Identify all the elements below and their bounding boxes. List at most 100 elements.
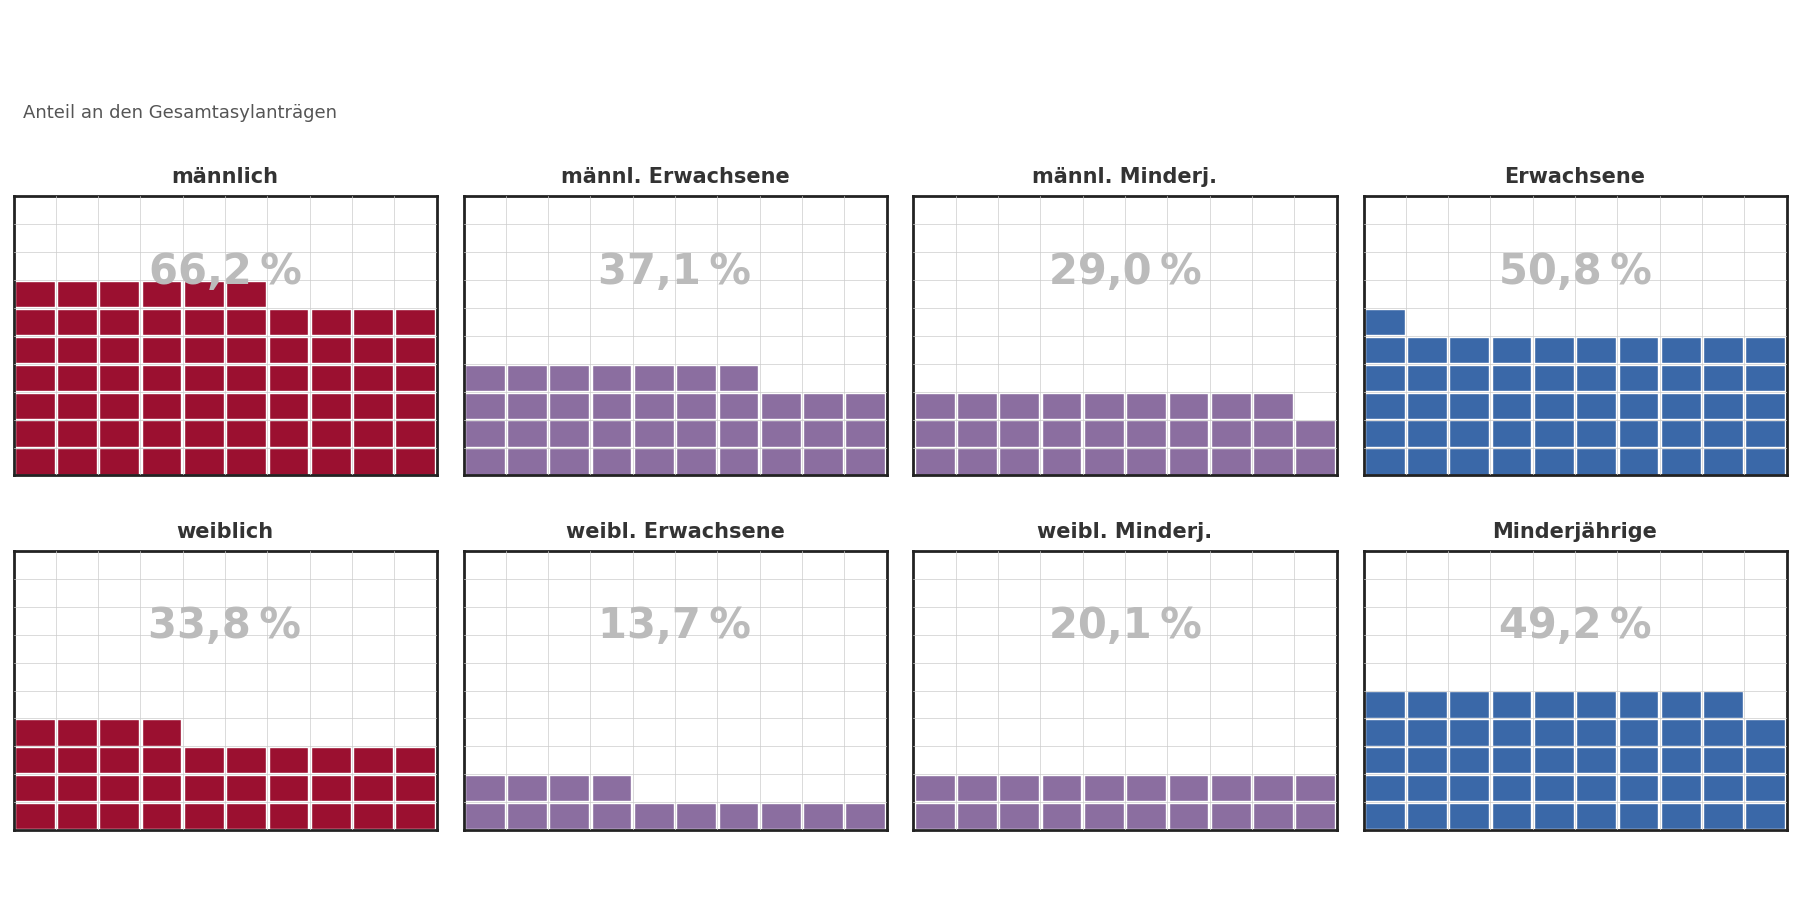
- FancyBboxPatch shape: [1492, 775, 1532, 801]
- FancyBboxPatch shape: [508, 775, 547, 801]
- FancyBboxPatch shape: [634, 775, 673, 801]
- FancyBboxPatch shape: [1661, 635, 1701, 662]
- FancyBboxPatch shape: [1084, 337, 1123, 363]
- FancyBboxPatch shape: [1661, 691, 1701, 717]
- FancyBboxPatch shape: [999, 364, 1039, 391]
- FancyBboxPatch shape: [1364, 392, 1404, 418]
- FancyBboxPatch shape: [803, 608, 842, 634]
- FancyBboxPatch shape: [1577, 420, 1616, 446]
- FancyBboxPatch shape: [914, 552, 954, 578]
- FancyBboxPatch shape: [184, 253, 223, 279]
- FancyBboxPatch shape: [508, 635, 547, 662]
- FancyBboxPatch shape: [1084, 253, 1123, 279]
- FancyBboxPatch shape: [1577, 281, 1616, 307]
- FancyBboxPatch shape: [396, 608, 436, 634]
- FancyBboxPatch shape: [1577, 337, 1616, 363]
- FancyBboxPatch shape: [677, 552, 716, 578]
- FancyBboxPatch shape: [803, 281, 842, 307]
- FancyBboxPatch shape: [1703, 448, 1742, 474]
- FancyBboxPatch shape: [958, 392, 997, 418]
- FancyBboxPatch shape: [1618, 337, 1658, 363]
- Text: 37,1 %: 37,1 %: [598, 251, 752, 292]
- FancyBboxPatch shape: [761, 253, 801, 279]
- FancyBboxPatch shape: [1168, 309, 1208, 335]
- FancyBboxPatch shape: [268, 663, 308, 689]
- FancyBboxPatch shape: [958, 253, 997, 279]
- FancyBboxPatch shape: [718, 747, 758, 773]
- FancyBboxPatch shape: [1534, 635, 1573, 662]
- Text: männl. Erwachsene: männl. Erwachsene: [560, 167, 790, 187]
- FancyBboxPatch shape: [761, 552, 801, 578]
- FancyBboxPatch shape: [311, 309, 351, 335]
- FancyBboxPatch shape: [549, 225, 589, 251]
- FancyBboxPatch shape: [464, 309, 504, 335]
- FancyBboxPatch shape: [1042, 281, 1082, 307]
- FancyBboxPatch shape: [1618, 281, 1658, 307]
- FancyBboxPatch shape: [1577, 197, 1616, 223]
- FancyBboxPatch shape: [1127, 309, 1166, 335]
- FancyBboxPatch shape: [396, 253, 436, 279]
- FancyBboxPatch shape: [396, 364, 436, 391]
- FancyBboxPatch shape: [803, 580, 842, 606]
- FancyBboxPatch shape: [464, 225, 504, 251]
- FancyBboxPatch shape: [718, 635, 758, 662]
- FancyBboxPatch shape: [227, 253, 266, 279]
- FancyBboxPatch shape: [1534, 803, 1573, 829]
- FancyBboxPatch shape: [99, 197, 139, 223]
- FancyBboxPatch shape: [1618, 775, 1658, 801]
- FancyBboxPatch shape: [1492, 309, 1532, 335]
- FancyBboxPatch shape: [227, 663, 266, 689]
- FancyBboxPatch shape: [1084, 225, 1123, 251]
- FancyBboxPatch shape: [311, 719, 351, 745]
- FancyBboxPatch shape: [311, 775, 351, 801]
- FancyBboxPatch shape: [761, 197, 801, 223]
- FancyBboxPatch shape: [1296, 747, 1336, 773]
- FancyBboxPatch shape: [677, 803, 716, 829]
- FancyBboxPatch shape: [1661, 281, 1701, 307]
- FancyBboxPatch shape: [99, 691, 139, 717]
- FancyBboxPatch shape: [14, 197, 54, 223]
- FancyBboxPatch shape: [1746, 364, 1786, 391]
- FancyBboxPatch shape: [634, 663, 673, 689]
- FancyBboxPatch shape: [464, 364, 504, 391]
- FancyBboxPatch shape: [1253, 552, 1292, 578]
- FancyBboxPatch shape: [353, 719, 392, 745]
- FancyBboxPatch shape: [142, 225, 182, 251]
- FancyBboxPatch shape: [1534, 552, 1573, 578]
- FancyBboxPatch shape: [718, 775, 758, 801]
- FancyBboxPatch shape: [1449, 803, 1489, 829]
- FancyBboxPatch shape: [1703, 253, 1742, 279]
- FancyBboxPatch shape: [268, 747, 308, 773]
- FancyBboxPatch shape: [311, 635, 351, 662]
- FancyBboxPatch shape: [1492, 197, 1532, 223]
- FancyBboxPatch shape: [1492, 663, 1532, 689]
- FancyBboxPatch shape: [1127, 392, 1166, 418]
- FancyBboxPatch shape: [803, 719, 842, 745]
- FancyBboxPatch shape: [1253, 225, 1292, 251]
- FancyBboxPatch shape: [1703, 420, 1742, 446]
- FancyBboxPatch shape: [1618, 747, 1658, 773]
- FancyBboxPatch shape: [1492, 253, 1532, 279]
- FancyBboxPatch shape: [634, 552, 673, 578]
- FancyBboxPatch shape: [1492, 281, 1532, 307]
- FancyBboxPatch shape: [1168, 225, 1208, 251]
- FancyBboxPatch shape: [184, 225, 223, 251]
- FancyBboxPatch shape: [464, 253, 504, 279]
- FancyBboxPatch shape: [14, 719, 54, 745]
- FancyBboxPatch shape: [1084, 803, 1123, 829]
- FancyBboxPatch shape: [1211, 309, 1251, 335]
- FancyBboxPatch shape: [142, 309, 182, 335]
- FancyBboxPatch shape: [1618, 309, 1658, 335]
- FancyBboxPatch shape: [1577, 635, 1616, 662]
- FancyBboxPatch shape: [846, 775, 886, 801]
- FancyBboxPatch shape: [1253, 420, 1292, 446]
- FancyBboxPatch shape: [227, 580, 266, 606]
- FancyBboxPatch shape: [958, 225, 997, 251]
- FancyBboxPatch shape: [914, 253, 954, 279]
- FancyBboxPatch shape: [1449, 635, 1489, 662]
- FancyBboxPatch shape: [268, 309, 308, 335]
- FancyBboxPatch shape: [1168, 364, 1208, 391]
- FancyBboxPatch shape: [58, 281, 97, 307]
- FancyBboxPatch shape: [99, 803, 139, 829]
- FancyBboxPatch shape: [1042, 225, 1082, 251]
